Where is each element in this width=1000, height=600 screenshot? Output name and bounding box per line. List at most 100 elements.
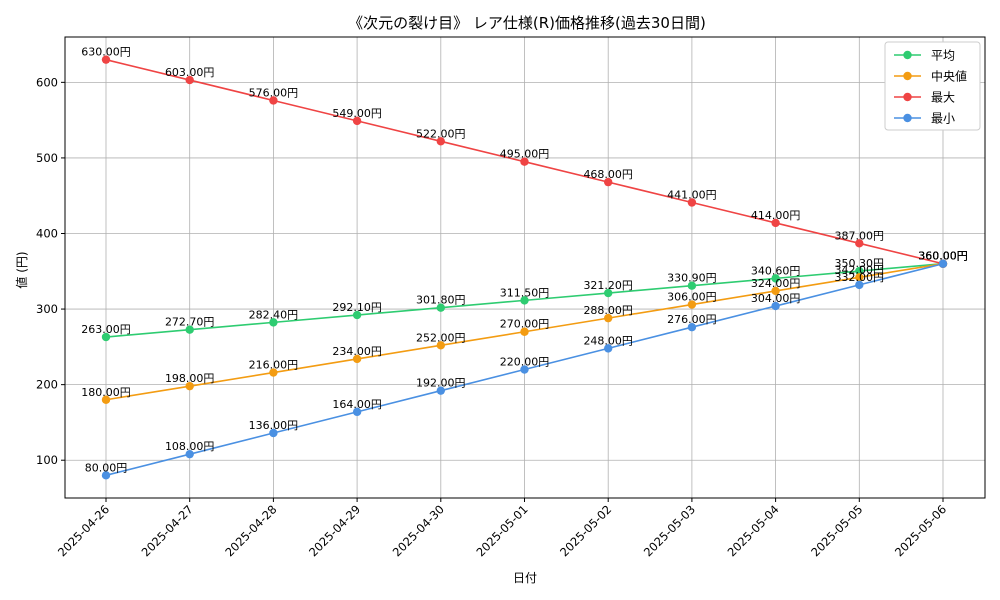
y-tick-label: 400 [36, 226, 58, 240]
data-point [436, 137, 445, 146]
data-label: 304.00円 [751, 292, 801, 305]
data-point [604, 313, 613, 323]
data-point [520, 296, 529, 305]
data-label: 220.00円 [500, 356, 550, 369]
data-label: 495.00円 [500, 148, 550, 161]
data-label: 321.20円 [583, 279, 633, 292]
data-point [855, 266, 864, 276]
data-point [269, 318, 278, 327]
chart-title: 《次元の裂け目》 レア仕様(R)価格推移(過去30日間) [348, 14, 706, 32]
data-point [101, 332, 111, 342]
data-point [687, 281, 697, 290]
data-label: 180.00円 [81, 386, 131, 399]
data-label: 288.00円 [583, 304, 633, 317]
data-point [604, 288, 613, 298]
data-label: 270.00円 [500, 318, 550, 331]
data-label: 234.00円 [332, 345, 382, 358]
series-layer [101, 55, 948, 480]
data-label: 330.90円 [667, 272, 717, 285]
x-axis-label: 日付 [513, 571, 537, 585]
data-label: 340.60円 [751, 264, 801, 277]
data-label: 342.00円 [835, 263, 885, 276]
data-point [855, 280, 864, 290]
data-point [185, 75, 194, 85]
y-axis-label: 値 (円) [14, 251, 29, 288]
legend-marker [903, 92, 912, 102]
data-point [436, 303, 445, 312]
data-point [101, 471, 111, 480]
data-label-layer: 263.00円 272.70円 282.40円 292.10円 301.80円 311.5… [81, 46, 968, 475]
data-label: 248.00円 [583, 334, 633, 347]
data-point [938, 259, 948, 268]
data-label: 282.40円 [249, 308, 299, 321]
data-point [101, 395, 111, 404]
data-label: 549.00円 [332, 107, 382, 120]
data-label: 414.00円 [751, 209, 801, 222]
data-point [352, 310, 362, 320]
data-label: 292.10円 [332, 301, 382, 314]
data-label: 311.50円 [500, 286, 550, 299]
y-tick-label: 100 [36, 453, 58, 467]
data-point [269, 428, 278, 438]
data-point [855, 273, 864, 282]
legend-label: 中央値 [931, 69, 967, 84]
data-point [269, 368, 278, 377]
data-label: 252.00円 [416, 331, 466, 344]
data-point [352, 116, 362, 126]
legend-label: 最小 [931, 112, 955, 126]
data-label: 360.00円 [918, 250, 968, 263]
data-point [352, 407, 362, 417]
data-point [771, 301, 780, 311]
data-label: 441.00円 [667, 189, 717, 202]
data-label: 136.00円 [249, 419, 299, 432]
data-label: 387.00円 [835, 229, 885, 242]
data-point [604, 177, 613, 187]
legend-label: 最大 [931, 91, 955, 105]
y-tick-label: 600 [36, 75, 58, 89]
data-point [436, 341, 445, 350]
data-label: 468.00円 [583, 168, 633, 181]
y-tick-label: 300 [36, 302, 58, 316]
data-label: 350.30円 [835, 257, 885, 270]
data-label: 276.00円 [667, 313, 717, 326]
data-point [855, 239, 864, 248]
data-point [771, 218, 780, 228]
data-label: 576.00円 [249, 86, 299, 99]
data-point [771, 286, 780, 296]
data-point [771, 274, 780, 283]
data-point [436, 386, 445, 395]
data-label: 164.00円 [332, 398, 382, 411]
data-label: 332.00円 [835, 271, 885, 284]
legend-marker [903, 50, 912, 60]
data-label: 108.00円 [165, 440, 215, 453]
data-point [604, 344, 613, 353]
data-point [352, 354, 362, 364]
legend-box [884, 41, 981, 131]
legend-label: 平均 [931, 49, 955, 63]
data-label: 198.00円 [165, 372, 215, 385]
data-point [520, 157, 529, 166]
data-label: 192.00円 [416, 377, 466, 390]
data-label: 360.00円 [918, 250, 968, 263]
data-point [185, 449, 194, 459]
data-point [185, 325, 194, 334]
y-tick-label: 500 [36, 151, 58, 165]
legend-marker [903, 113, 912, 123]
data-point [520, 327, 529, 336]
data-point [269, 96, 278, 105]
data-label: 360.00円 [918, 250, 968, 263]
data-label: 301.80円 [416, 294, 466, 307]
y-tick-label: 200 [36, 378, 58, 392]
data-label: 306.00円 [667, 291, 717, 304]
data-point [101, 55, 111, 64]
data-label: 216.00円 [249, 359, 299, 372]
legend-marker [903, 71, 912, 81]
data-label: 603.00円 [165, 66, 215, 79]
data-point [687, 300, 697, 309]
data-label: 80.00円 [85, 461, 128, 474]
data-point [185, 381, 194, 391]
data-point [687, 323, 697, 332]
